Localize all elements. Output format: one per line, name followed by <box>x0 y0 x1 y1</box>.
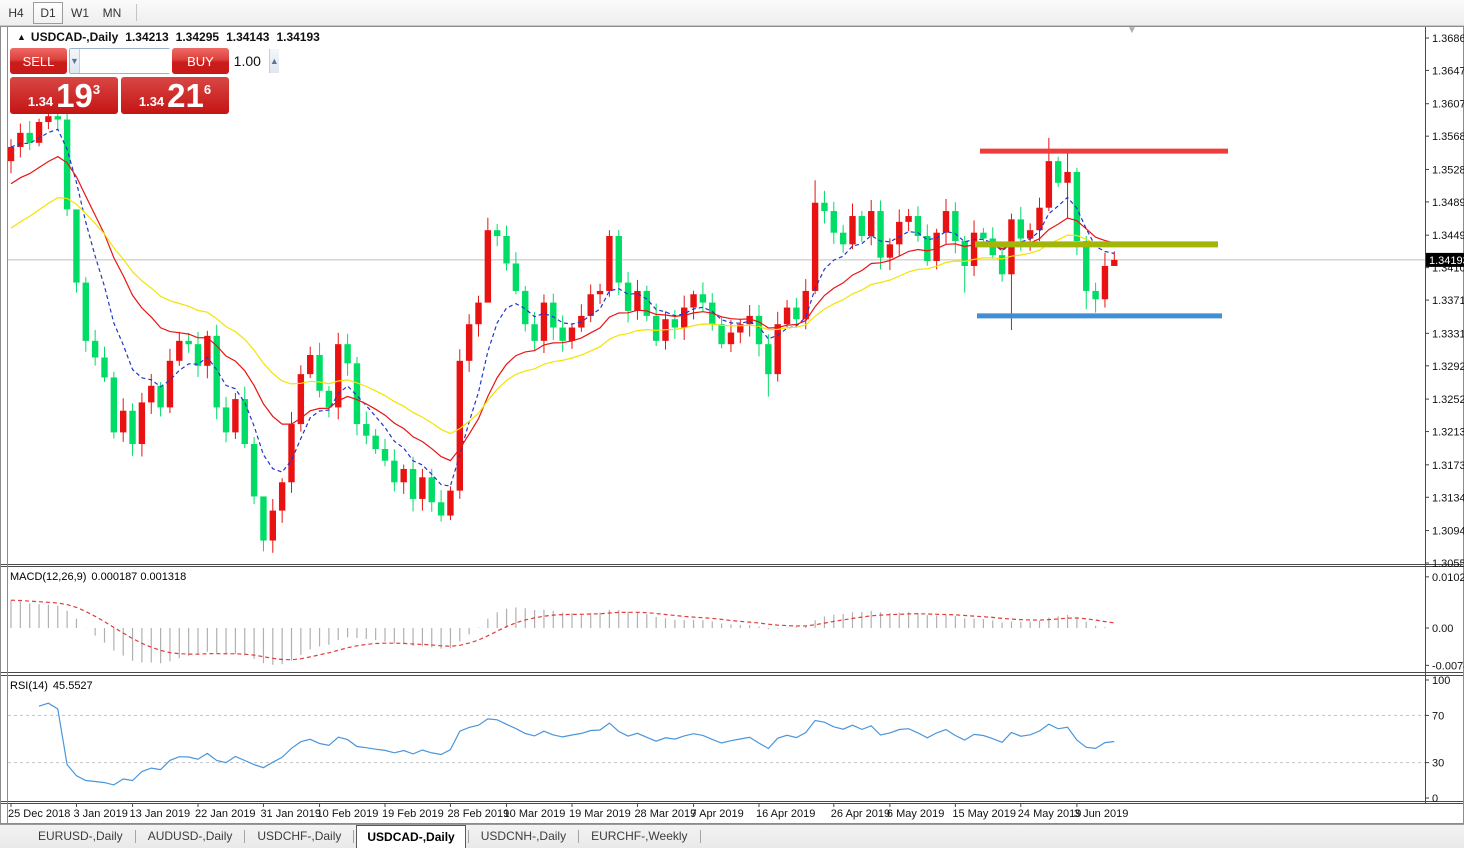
ohlc-high: 1.34295 <box>175 30 220 44</box>
ohlc-low: 1.34143 <box>226 30 270 44</box>
buy-point: 6 <box>203 82 212 97</box>
timeframe-button-d1[interactable]: D1 <box>33 2 63 24</box>
ohlc-open: 1.34213 <box>125 30 169 44</box>
tab-separator <box>699 830 701 843</box>
tab-separator <box>467 830 469 843</box>
macd-label: MACD(12,26,9) 0.000187 0.001318 <box>10 571 187 583</box>
tab-separator <box>244 830 246 843</box>
one-click-trading-widget: SELL ▼ ▲ BUY 1.34 19 3 1.34 21 6 <box>10 48 279 114</box>
symbol-tabbar: EURUSD-,Daily AUDUSD-,Daily USDCHF-,Daily U… <box>0 824 1464 848</box>
buy-quote[interactable]: 1.34 21 6 <box>121 77 229 114</box>
symbol-tab-audusd-daily[interactable]: AUDUSD-,Daily <box>147 829 233 843</box>
chart-shift-marker-icon[interactable]: ▼ <box>1127 25 1137 36</box>
toolbar-divider <box>136 4 138 22</box>
symbol-tab-usdcnh-daily[interactable]: USDCNH-,Daily <box>480 829 567 843</box>
rsi-label: RSI(14) 45.5527 <box>10 680 93 692</box>
sell-button[interactable]: SELL <box>10 48 67 74</box>
collapse-triangle-icon[interactable]: ▲ <box>17 32 26 42</box>
tab-separator <box>353 830 355 843</box>
timeframe-button-w1[interactable]: W1 <box>71 6 89 20</box>
timeframe-toolbar: H4 D1 W1 MN <box>0 0 1464 26</box>
buy-pips: 21 <box>167 77 204 114</box>
symbol-tab-eurchf-weekly[interactable]: EURCHF-,Weekly <box>591 829 688 843</box>
buy-button[interactable]: BUY <box>172 48 229 74</box>
chart-header: ▲ USDCAD-,Daily 1.34213 1.34295 1.34143 1.341… <box>17 30 320 44</box>
chart-window <box>0 26 1464 824</box>
tab-separator <box>578 830 580 843</box>
volume-spinner: ▼ ▲ <box>69 48 279 74</box>
volume-increase-icon[interactable]: ▲ <box>268 49 279 73</box>
sell-point: 3 <box>92 82 101 97</box>
sell-quote[interactable]: 1.34 19 3 <box>10 77 118 114</box>
ohlc-close: 1.34193 <box>276 30 320 44</box>
symbol-tab-eurusd-daily[interactable]: EURUSD-,Daily <box>38 829 123 843</box>
symbol-tab-usdchf-daily[interactable]: USDCHF-,Daily <box>257 829 342 843</box>
sell-pips: 19 <box>56 77 93 114</box>
buy-big-figure: 1.34 <box>138 94 165 109</box>
chart-symbol-title: USDCAD-,Daily <box>30 30 119 44</box>
symbol-tab-usdcad-daily[interactable]: USDCAD-,Daily <box>356 825 466 848</box>
timeframe-button-h4[interactable]: H4 <box>8 6 24 20</box>
sell-big-figure: 1.34 <box>27 94 54 109</box>
tab-separator <box>134 830 136 843</box>
timeframe-button-mn[interactable]: MN <box>102 6 122 20</box>
volume-decrease-icon[interactable]: ▼ <box>70 49 80 73</box>
